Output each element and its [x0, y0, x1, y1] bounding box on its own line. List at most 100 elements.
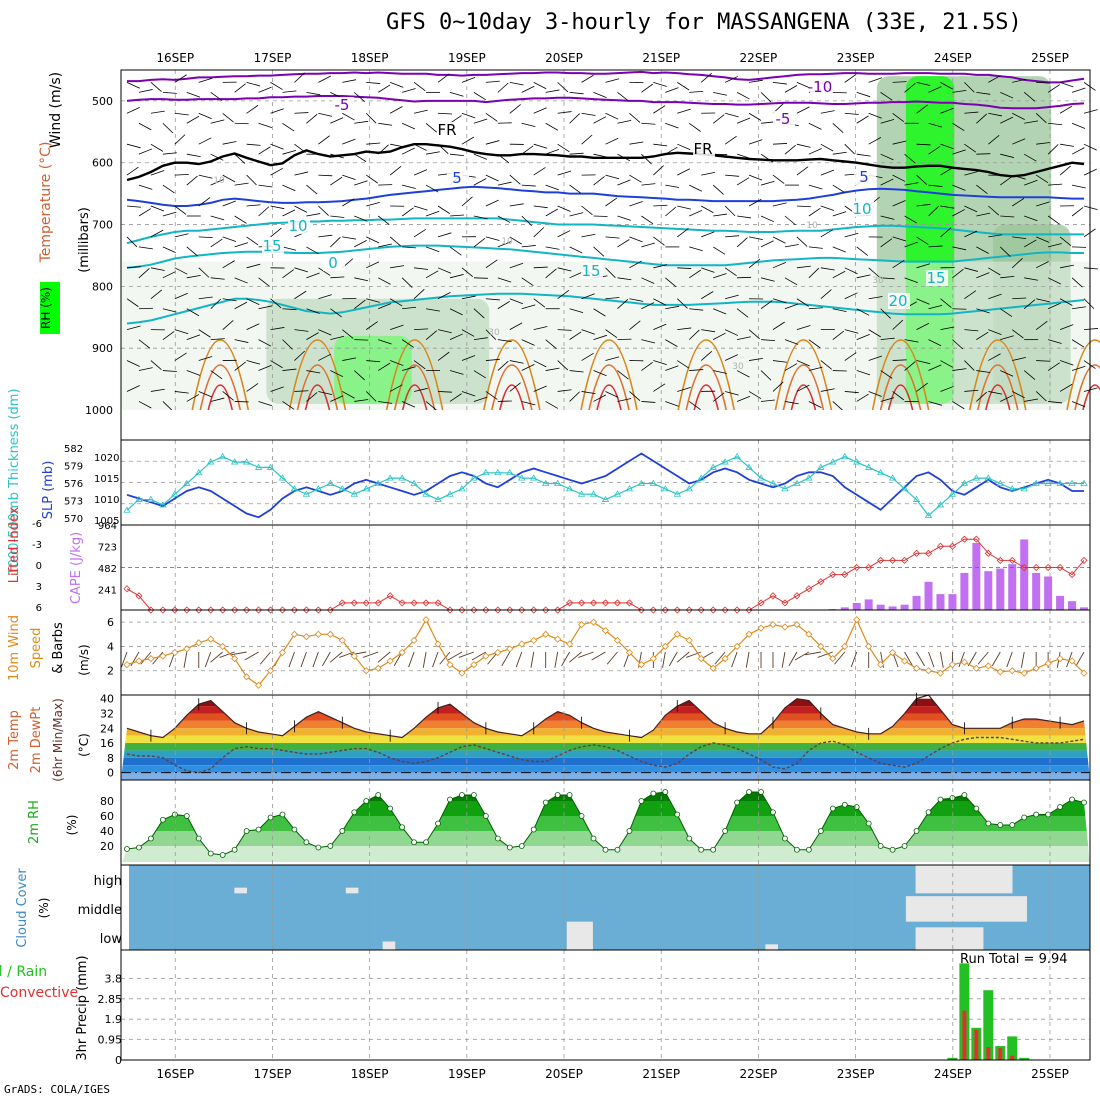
wind-barb [677, 386, 691, 392]
precip-tick: 0 [115, 1054, 122, 1067]
wind-barb [234, 215, 247, 224]
warm-isotherm-loop [677, 339, 736, 411]
wind-barb [1035, 261, 1049, 269]
wind-barb [1012, 138, 1026, 145]
li-marker [386, 592, 394, 600]
wind-barb [270, 205, 285, 210]
rh-marker [459, 792, 465, 798]
wind-barb [557, 205, 571, 212]
wind-barb [629, 298, 644, 302]
surface-wind-barb [668, 651, 678, 667]
wind-barb [569, 113, 580, 124]
rh-marker [638, 798, 645, 804]
wind-barb [653, 165, 664, 176]
wind-barb [1048, 243, 1062, 248]
wind-barb [1083, 205, 1098, 211]
precip-tick: 1.9 [105, 1013, 123, 1026]
wind-barb [653, 143, 668, 147]
wind-barb [354, 120, 369, 124]
wind-barb [796, 325, 811, 331]
wind-barb [832, 184, 845, 193]
wind-barb [976, 91, 991, 95]
rh-marker [602, 846, 609, 853]
wind-barb [1048, 401, 1063, 404]
wind-barb [1012, 391, 1025, 399]
rh-marker [805, 846, 812, 853]
thickness-marker [900, 485, 909, 492]
rh-marker [423, 839, 429, 846]
grads-credit: GrADS: COLA/IGES [4, 1083, 110, 1096]
wind-barb [1047, 277, 1061, 285]
wind-barb [641, 361, 653, 371]
cloud-patch [345, 887, 359, 894]
wind-barb [904, 241, 918, 248]
wind-barb [964, 111, 979, 114]
wind-barb [772, 321, 785, 330]
wind-barb [880, 178, 894, 186]
wind-barb [210, 298, 222, 310]
wind-barb [820, 289, 832, 300]
rh-marker [829, 805, 836, 812]
rh-marker [411, 839, 417, 846]
wind-barb [1024, 153, 1037, 162]
wind-barb [916, 382, 928, 392]
rh-marker [614, 846, 621, 853]
wind-barb [497, 360, 509, 371]
wind-barb [713, 370, 727, 374]
wind-barb [210, 179, 224, 186]
wind-barb [689, 369, 704, 371]
wind-barb [258, 122, 273, 128]
warm-isotherm-loop [499, 384, 525, 411]
wind-barb [270, 227, 282, 238]
wind-barb [1071, 339, 1085, 348]
wind-speed-marker [518, 640, 526, 648]
wind-barb [342, 236, 357, 240]
wind-barb [629, 112, 641, 123]
wind-barb [473, 118, 488, 124]
thickness-marker [518, 474, 526, 481]
wind-barb [258, 206, 270, 217]
wind-barb [437, 351, 450, 361]
thickness-marker [290, 485, 299, 492]
wind-barb [461, 267, 474, 277]
wind-barb [1083, 267, 1099, 270]
wind-barb [246, 323, 260, 330]
wind-barb [150, 110, 165, 114]
wind-speed-marker [207, 635, 215, 643]
wind-barb [282, 149, 297, 155]
wind-barb [760, 370, 772, 381]
wind-barb [689, 184, 702, 192]
wind-barb [545, 367, 560, 371]
surface-wind-barb [554, 651, 559, 668]
wind-barb [964, 290, 977, 300]
temp-line [126, 694, 1085, 739]
wind-barb [1024, 277, 1039, 281]
wind-barb [1059, 105, 1073, 114]
wind-barb [796, 205, 811, 208]
wind-barb [557, 289, 570, 300]
wind-barb [916, 298, 930, 305]
cloud-patch [915, 927, 984, 950]
li-marker [338, 599, 346, 607]
wind-barb [784, 244, 799, 248]
wind-barb [581, 329, 595, 335]
page-title: GFS 0~10day 3-hourly for MASSANGENA (33E… [386, 10, 1022, 35]
li-marker [326, 606, 334, 614]
wind-speed-marker [1068, 657, 1076, 665]
thickness-tick: 579 [64, 462, 83, 473]
warm-isotherm-loop [685, 364, 727, 411]
wind-speed-marker [793, 621, 801, 629]
wind-barb [880, 153, 894, 161]
wind-barb [449, 333, 463, 341]
thickness-tick: 576 [64, 479, 83, 490]
wind-barb [892, 140, 907, 145]
wind-barb [210, 119, 225, 124]
day-label-top: 20SEP [545, 51, 583, 65]
wind-speed-marker [255, 681, 263, 689]
wind-barb [724, 205, 736, 217]
wind-barb [174, 74, 187, 83]
thickness-marker [123, 506, 131, 513]
isotherm-label: 15 [926, 269, 945, 287]
wind-barb [820, 267, 835, 271]
wind-barb [330, 117, 344, 124]
